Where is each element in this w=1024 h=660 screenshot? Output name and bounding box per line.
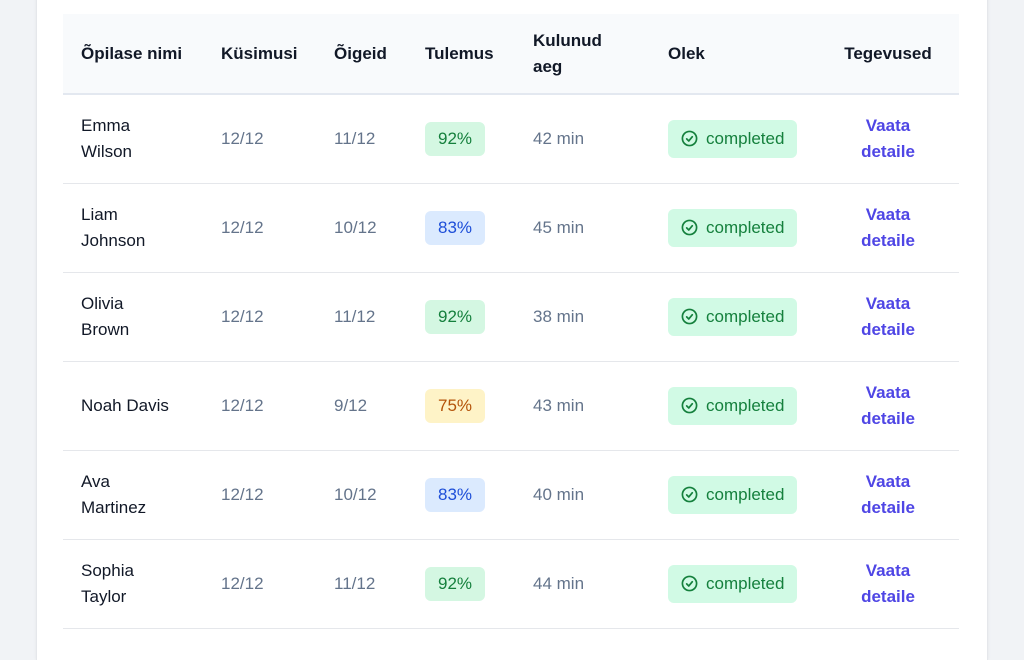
view-details-link[interactable]: Vaata detaile	[861, 204, 915, 250]
status-badge: completed	[668, 475, 798, 514]
time-cell: 45 min	[533, 217, 585, 237]
student-name: Liam Johnson	[81, 204, 146, 250]
results-table-container: Õpilase nimi Küsimusi Õigeid Tulemus Kul…	[63, 14, 959, 629]
score-cell: 92%	[407, 94, 515, 183]
check-circle-icon	[681, 575, 698, 592]
time-cell: 44 min	[533, 573, 585, 593]
status-label: completed	[706, 484, 785, 504]
questions-cell: 12/12	[221, 573, 264, 593]
view-details-link[interactable]: Vaata detaile	[861, 293, 915, 339]
header-time: Kulunud aeg	[533, 30, 602, 76]
check-circle-icon	[681, 397, 698, 414]
table-row: Liam Johnson 12/12 10/12 83% 45 min comp…	[63, 183, 959, 272]
check-circle-icon	[681, 219, 698, 236]
student-name: Ava Martinez	[81, 471, 147, 517]
header-questions: Küsimusi	[221, 43, 298, 63]
status-label: completed	[706, 217, 785, 237]
student-name: Sophia Taylor	[81, 560, 134, 606]
questions-cell: 12/12	[221, 217, 264, 237]
questions-cell: 12/12	[221, 128, 264, 148]
score-cell: 92%	[407, 272, 515, 361]
actions-cell: Vaata detaile	[817, 539, 959, 628]
questions-cell: 12/12	[221, 395, 264, 415]
view-details-link[interactable]: Vaata detaile	[861, 382, 915, 428]
status-label: completed	[706, 306, 785, 326]
time-cell: 40 min	[533, 484, 585, 504]
check-circle-icon	[681, 130, 698, 147]
status-badge: completed	[668, 208, 798, 247]
header-result: Tulemus	[425, 43, 494, 63]
correct-cell: 11/12	[334, 306, 376, 326]
score-cell: 92%	[407, 539, 515, 628]
status-cell: completed	[650, 272, 817, 361]
questions-cell: 12/12	[221, 306, 264, 326]
score-cell: 75%	[407, 361, 515, 450]
actions-cell: Vaata detaile	[817, 272, 959, 361]
questions-cell: 12/12	[221, 484, 264, 504]
score-badge: 83%	[425, 210, 486, 245]
actions-cell: Vaata detaile	[817, 361, 959, 450]
header-actions: Tegevused	[844, 43, 932, 63]
time-cell: 38 min	[533, 306, 585, 326]
status-cell: completed	[650, 450, 817, 539]
score-badge: 92%	[425, 299, 486, 334]
student-name: Emma Wilson	[81, 115, 133, 161]
time-cell: 43 min	[533, 395, 585, 415]
status-label: completed	[706, 573, 785, 593]
score-badge: 75%	[425, 388, 486, 423]
score-cell: 83%	[407, 183, 515, 272]
table-header: Õpilase nimi Küsimusi Õigeid Tulemus Kul…	[63, 14, 959, 94]
status-cell: completed	[650, 94, 817, 183]
check-circle-icon	[681, 308, 698, 325]
table-body: Emma Wilson 12/12 11/12 92% 42 min compl…	[63, 94, 959, 628]
results-card	[36, 0, 988, 660]
table-row: Sophia Taylor 12/12 11/12 92% 44 min com…	[63, 539, 959, 628]
table-row: Emma Wilson 12/12 11/12 92% 42 min compl…	[63, 94, 959, 183]
status-cell: completed	[650, 361, 817, 450]
status-badge: completed	[668, 564, 798, 603]
table-row: Olivia Brown 12/12 11/12 92% 38 min comp…	[63, 272, 959, 361]
status-cell: completed	[650, 183, 817, 272]
time-cell: 42 min	[533, 128, 585, 148]
results-table: Õpilase nimi Küsimusi Õigeid Tulemus Kul…	[63, 14, 959, 629]
status-label: completed	[706, 128, 785, 148]
header-status: Olek	[668, 43, 705, 63]
correct-cell: 11/12	[334, 573, 376, 593]
actions-cell: Vaata detaile	[817, 94, 959, 183]
header-name: Õpilase nimi	[81, 43, 183, 63]
actions-cell: Vaata detaile	[817, 450, 959, 539]
table-row: Ava Martinez 12/12 10/12 83% 40 min comp…	[63, 450, 959, 539]
status-badge: completed	[668, 119, 798, 158]
correct-cell: 10/12	[334, 484, 377, 504]
view-details-link[interactable]: Vaata detaile	[861, 115, 915, 161]
student-name: Olivia Brown	[81, 293, 130, 339]
correct-cell: 11/12	[334, 128, 376, 148]
score-badge: 83%	[425, 477, 486, 512]
view-details-link[interactable]: Vaata detaile	[861, 471, 915, 517]
student-name: Noah Davis	[81, 395, 169, 415]
view-details-link[interactable]: Vaata detaile	[861, 560, 915, 606]
correct-cell: 10/12	[334, 217, 377, 237]
status-badge: completed	[668, 386, 798, 425]
score-badge: 92%	[425, 566, 486, 601]
score-badge: 92%	[425, 121, 486, 156]
status-label: completed	[706, 395, 785, 415]
score-cell: 83%	[407, 450, 515, 539]
status-cell: completed	[650, 539, 817, 628]
check-circle-icon	[681, 486, 698, 503]
actions-cell: Vaata detaile	[817, 183, 959, 272]
header-row: Õpilase nimi Küsimusi Õigeid Tulemus Kul…	[63, 14, 959, 94]
correct-cell: 9/12	[334, 395, 368, 415]
header-correct: Õigeid	[334, 43, 387, 63]
table-row: Noah Davis 12/12 9/12 75% 43 min complet…	[63, 361, 959, 450]
status-badge: completed	[668, 297, 798, 336]
